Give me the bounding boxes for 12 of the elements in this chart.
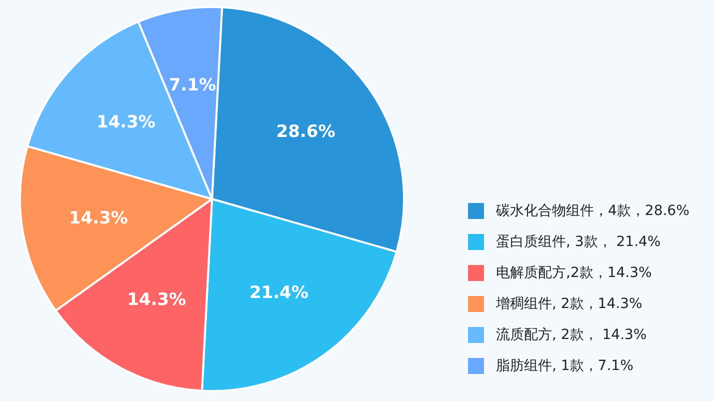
- data-label: 14.3%: [96, 112, 156, 132]
- legend-label: 增稠组件, 2款，14.3%: [495, 296, 642, 312]
- legend-label: 蛋白质组件, 3款， 21.4%: [496, 234, 661, 250]
- legend-label: 电解质配方,2款，14.3%: [496, 265, 652, 281]
- legend-label: 流质配方, 2款， 14.3%: [496, 327, 647, 343]
- data-label: 7.1%: [168, 75, 216, 96]
- legend-label: 脂肪组件, 1款，7.1%: [496, 358, 634, 374]
- legend-label: 碳水化合物组件，4款，28.6%: [495, 203, 690, 219]
- data-label: 14.3%: [127, 290, 186, 310]
- data-label: 21.4%: [249, 282, 308, 303]
- data-label: 14.3%: [68, 208, 128, 229]
- data-label: 28.6%: [276, 122, 336, 142]
